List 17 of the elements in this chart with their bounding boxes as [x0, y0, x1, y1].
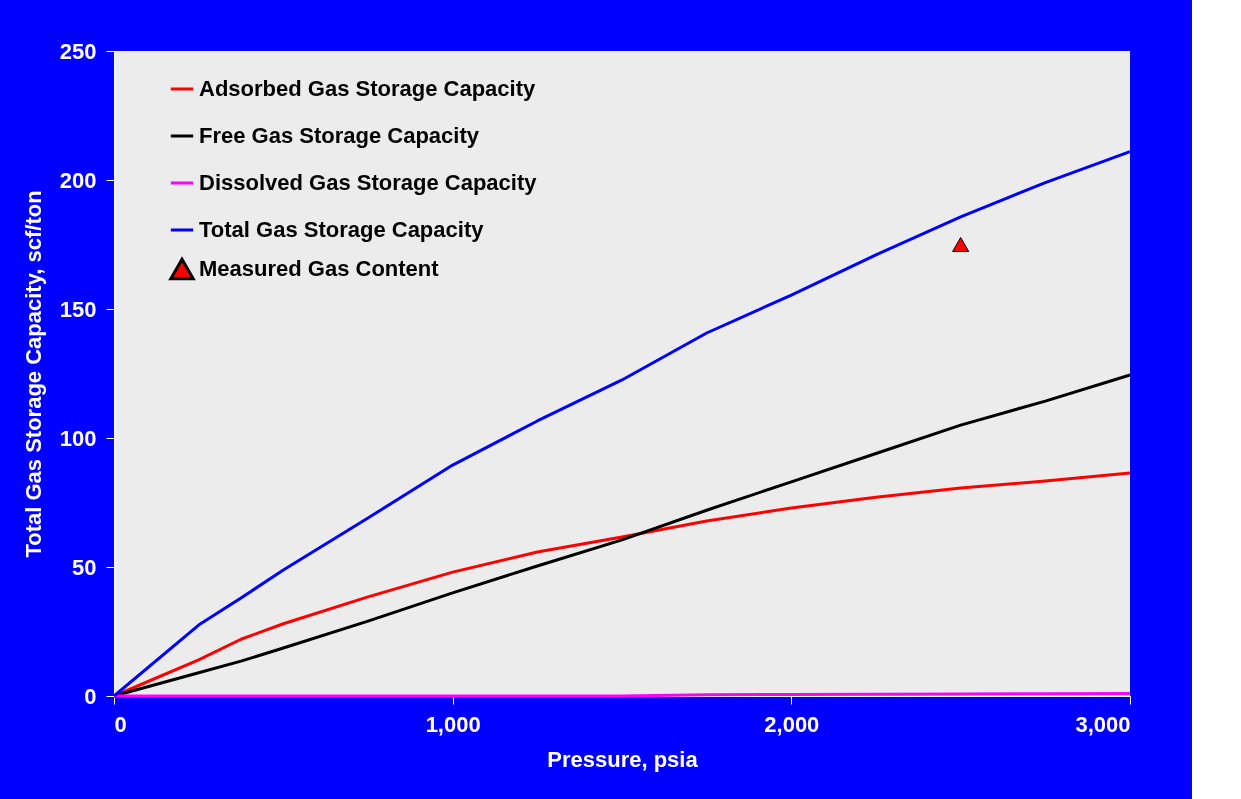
y-axis-title: Total Gas Storage Capacity, scf/ton: [20, 190, 46, 558]
x-tick-label: 3,000: [1075, 711, 1131, 737]
legend-label: Total Gas Storage Capacity: [199, 217, 485, 242]
x-tick-label: 2,000: [764, 711, 820, 737]
legend-label: Dissolved Gas Storage Capacity: [199, 170, 538, 195]
legend-label: Free Gas Storage Capacity: [199, 123, 480, 148]
y-tick-label: 0: [84, 683, 97, 709]
y-tick-label: 50: [72, 554, 97, 580]
legend-label: Adsorbed Gas Storage Capacity: [199, 76, 536, 101]
x-axis-title: Pressure, psia: [547, 746, 699, 772]
x-tick-label: 1,000: [425, 711, 481, 737]
y-tick-label: 150: [59, 296, 97, 322]
legend-label: Measured Gas Content: [199, 256, 440, 281]
x-tick-label: 0: [114, 711, 127, 737]
y-tick-label: 250: [59, 38, 97, 64]
y-tick-label: 100: [59, 425, 97, 451]
y-tick-label: 200: [59, 167, 97, 193]
